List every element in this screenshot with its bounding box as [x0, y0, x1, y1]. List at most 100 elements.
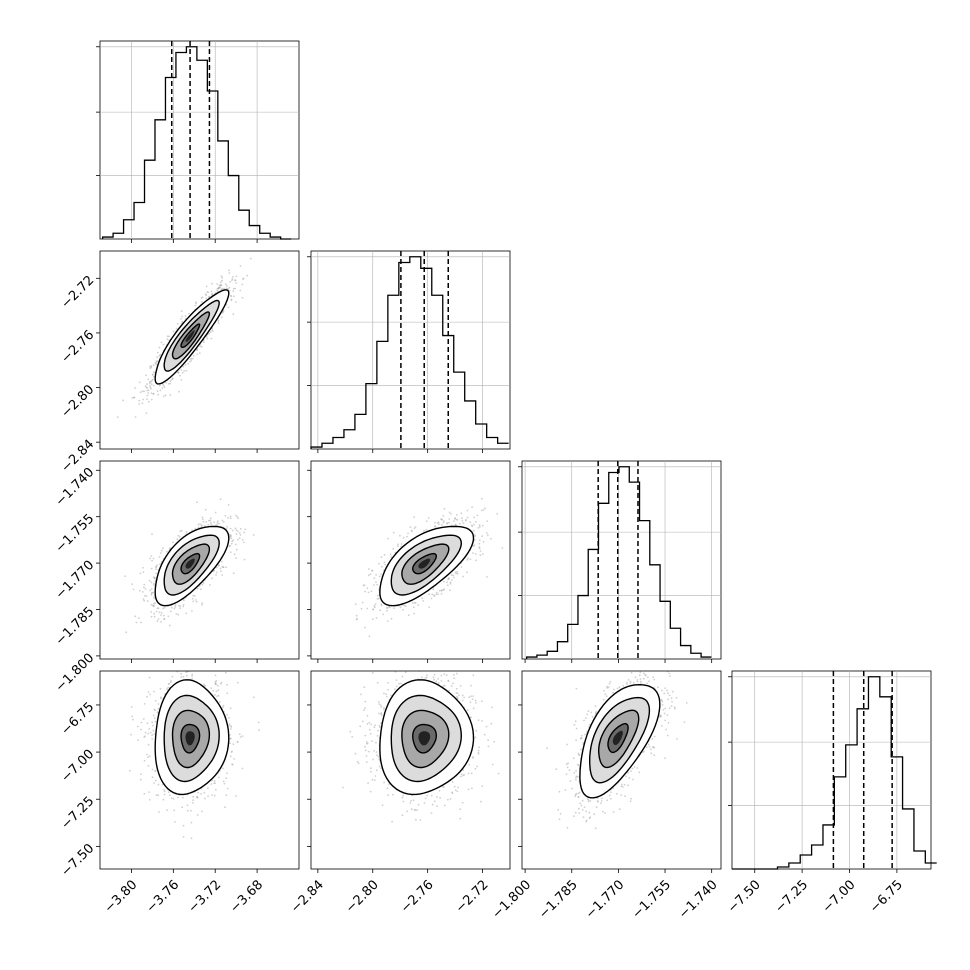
- scatter-point: [202, 520, 205, 523]
- scatter-point: [456, 514, 458, 516]
- scatter-point: [528, 519, 530, 521]
- scatter-point: [215, 690, 218, 693]
- scatter-point: [181, 320, 184, 323]
- scatter-point: [474, 553, 477, 555]
- scatter-point: [220, 316, 223, 319]
- scatter-panel-1-0: [96, 250, 300, 453]
- scatter-point: [177, 322, 179, 325]
- scatter-point: [355, 614, 358, 617]
- scatter-point: [210, 783, 213, 785]
- scatter-point: [138, 381, 141, 384]
- scatter-point: [243, 558, 246, 561]
- scatter-point: [185, 612, 188, 615]
- scatter-point: [159, 563, 161, 565]
- scatter-point: [149, 385, 151, 387]
- scatter-point: [227, 306, 230, 309]
- contour-line: [180, 323, 201, 348]
- scatter-point: [423, 529, 425, 532]
- scatter-point: [456, 572, 459, 575]
- scatter-point: [202, 341, 205, 344]
- scatter-point: [156, 564, 158, 567]
- scatter-point: [162, 383, 164, 386]
- scatter-point: [382, 613, 385, 616]
- histogram-step: [101, 46, 292, 240]
- scatter-point: [203, 683, 205, 686]
- scatter-point: [367, 568, 370, 570]
- scatter-point: [131, 583, 134, 586]
- scatter-point: [431, 593, 434, 596]
- scatter-point: [147, 743, 150, 746]
- scatter-point: [443, 580, 445, 583]
- scatter-point: [220, 681, 223, 684]
- scatter-point: [168, 655, 170, 657]
- scatter-point: [196, 587, 199, 590]
- scatter-point: [153, 733, 156, 735]
- scatter-point: [221, 706, 224, 709]
- scatter-point: [373, 584, 375, 586]
- scatter-point: [152, 557, 155, 560]
- scatter-point: [397, 543, 399, 546]
- scatter-point: [364, 626, 366, 629]
- scatter-point: [155, 565, 157, 568]
- scatter-point: [355, 618, 358, 621]
- scatter-point: [150, 593, 153, 596]
- scatter-point: [150, 365, 153, 367]
- scatter-point: [466, 559, 469, 561]
- scatter-point: [202, 582, 205, 584]
- scatter-point: [194, 527, 197, 530]
- scatter-point: [205, 297, 208, 300]
- scatter-point: [223, 782, 226, 785]
- scatter-point: [450, 574, 453, 576]
- scatter-point: [383, 561, 386, 564]
- scatter-point: [205, 336, 208, 338]
- scatter-point: [235, 282, 237, 284]
- scatter-point: [422, 600, 425, 602]
- scatter-point: [380, 556, 383, 558]
- scatter-point: [219, 284, 222, 287]
- scatter-point: [191, 597, 194, 600]
- scatter-point: [449, 589, 451, 592]
- scatter-point: [376, 597, 379, 600]
- scatter-point: [496, 512, 499, 515]
- scatter-point: [180, 369, 183, 371]
- scatter-point: [177, 534, 180, 537]
- scatter-point: [378, 575, 381, 578]
- scatter-point: [146, 722, 149, 725]
- scatter-point: [371, 569, 373, 572]
- scatter-point: [133, 396, 135, 399]
- scatter-point: [162, 395, 165, 398]
- scatter-point: [159, 389, 162, 392]
- scatter-point: [428, 606, 431, 609]
- panel-frame: [310, 460, 511, 660]
- scatter-point: [174, 821, 176, 823]
- scatter-point: [211, 282, 214, 285]
- scatter-point: [447, 578, 449, 581]
- scatter-point: [486, 534, 489, 537]
- scatter-point: [177, 371, 179, 374]
- scatter-point: [235, 275, 238, 278]
- scatter-point: [472, 552, 474, 554]
- scatter-point: [374, 603, 377, 605]
- scatter-point: [206, 337, 209, 340]
- scatter-point: [239, 265, 242, 267]
- scatter-point: [399, 606, 402, 609]
- scatter-point: [189, 361, 191, 363]
- histogram-step: [310, 256, 509, 449]
- scatter-point: [201, 301, 203, 303]
- scatter-point: [153, 584, 155, 586]
- scatter-point: [406, 535, 408, 538]
- scatter-point: [171, 377, 174, 380]
- scatter-point: [430, 597, 433, 600]
- scatter-point: [155, 363, 158, 366]
- scatter-point: [180, 676, 183, 678]
- scatter-point: [152, 384, 155, 387]
- scatter-point: [474, 535, 476, 537]
- scatter-point: [392, 531, 395, 534]
- scatter-point: [179, 605, 182, 607]
- scatter-point: [228, 272, 231, 274]
- scatter-point: [137, 739, 139, 741]
- contour-line: [401, 543, 450, 585]
- scatter-point: [234, 287, 237, 290]
- scatter-point: [230, 542, 233, 545]
- scatter-point: [203, 791, 206, 794]
